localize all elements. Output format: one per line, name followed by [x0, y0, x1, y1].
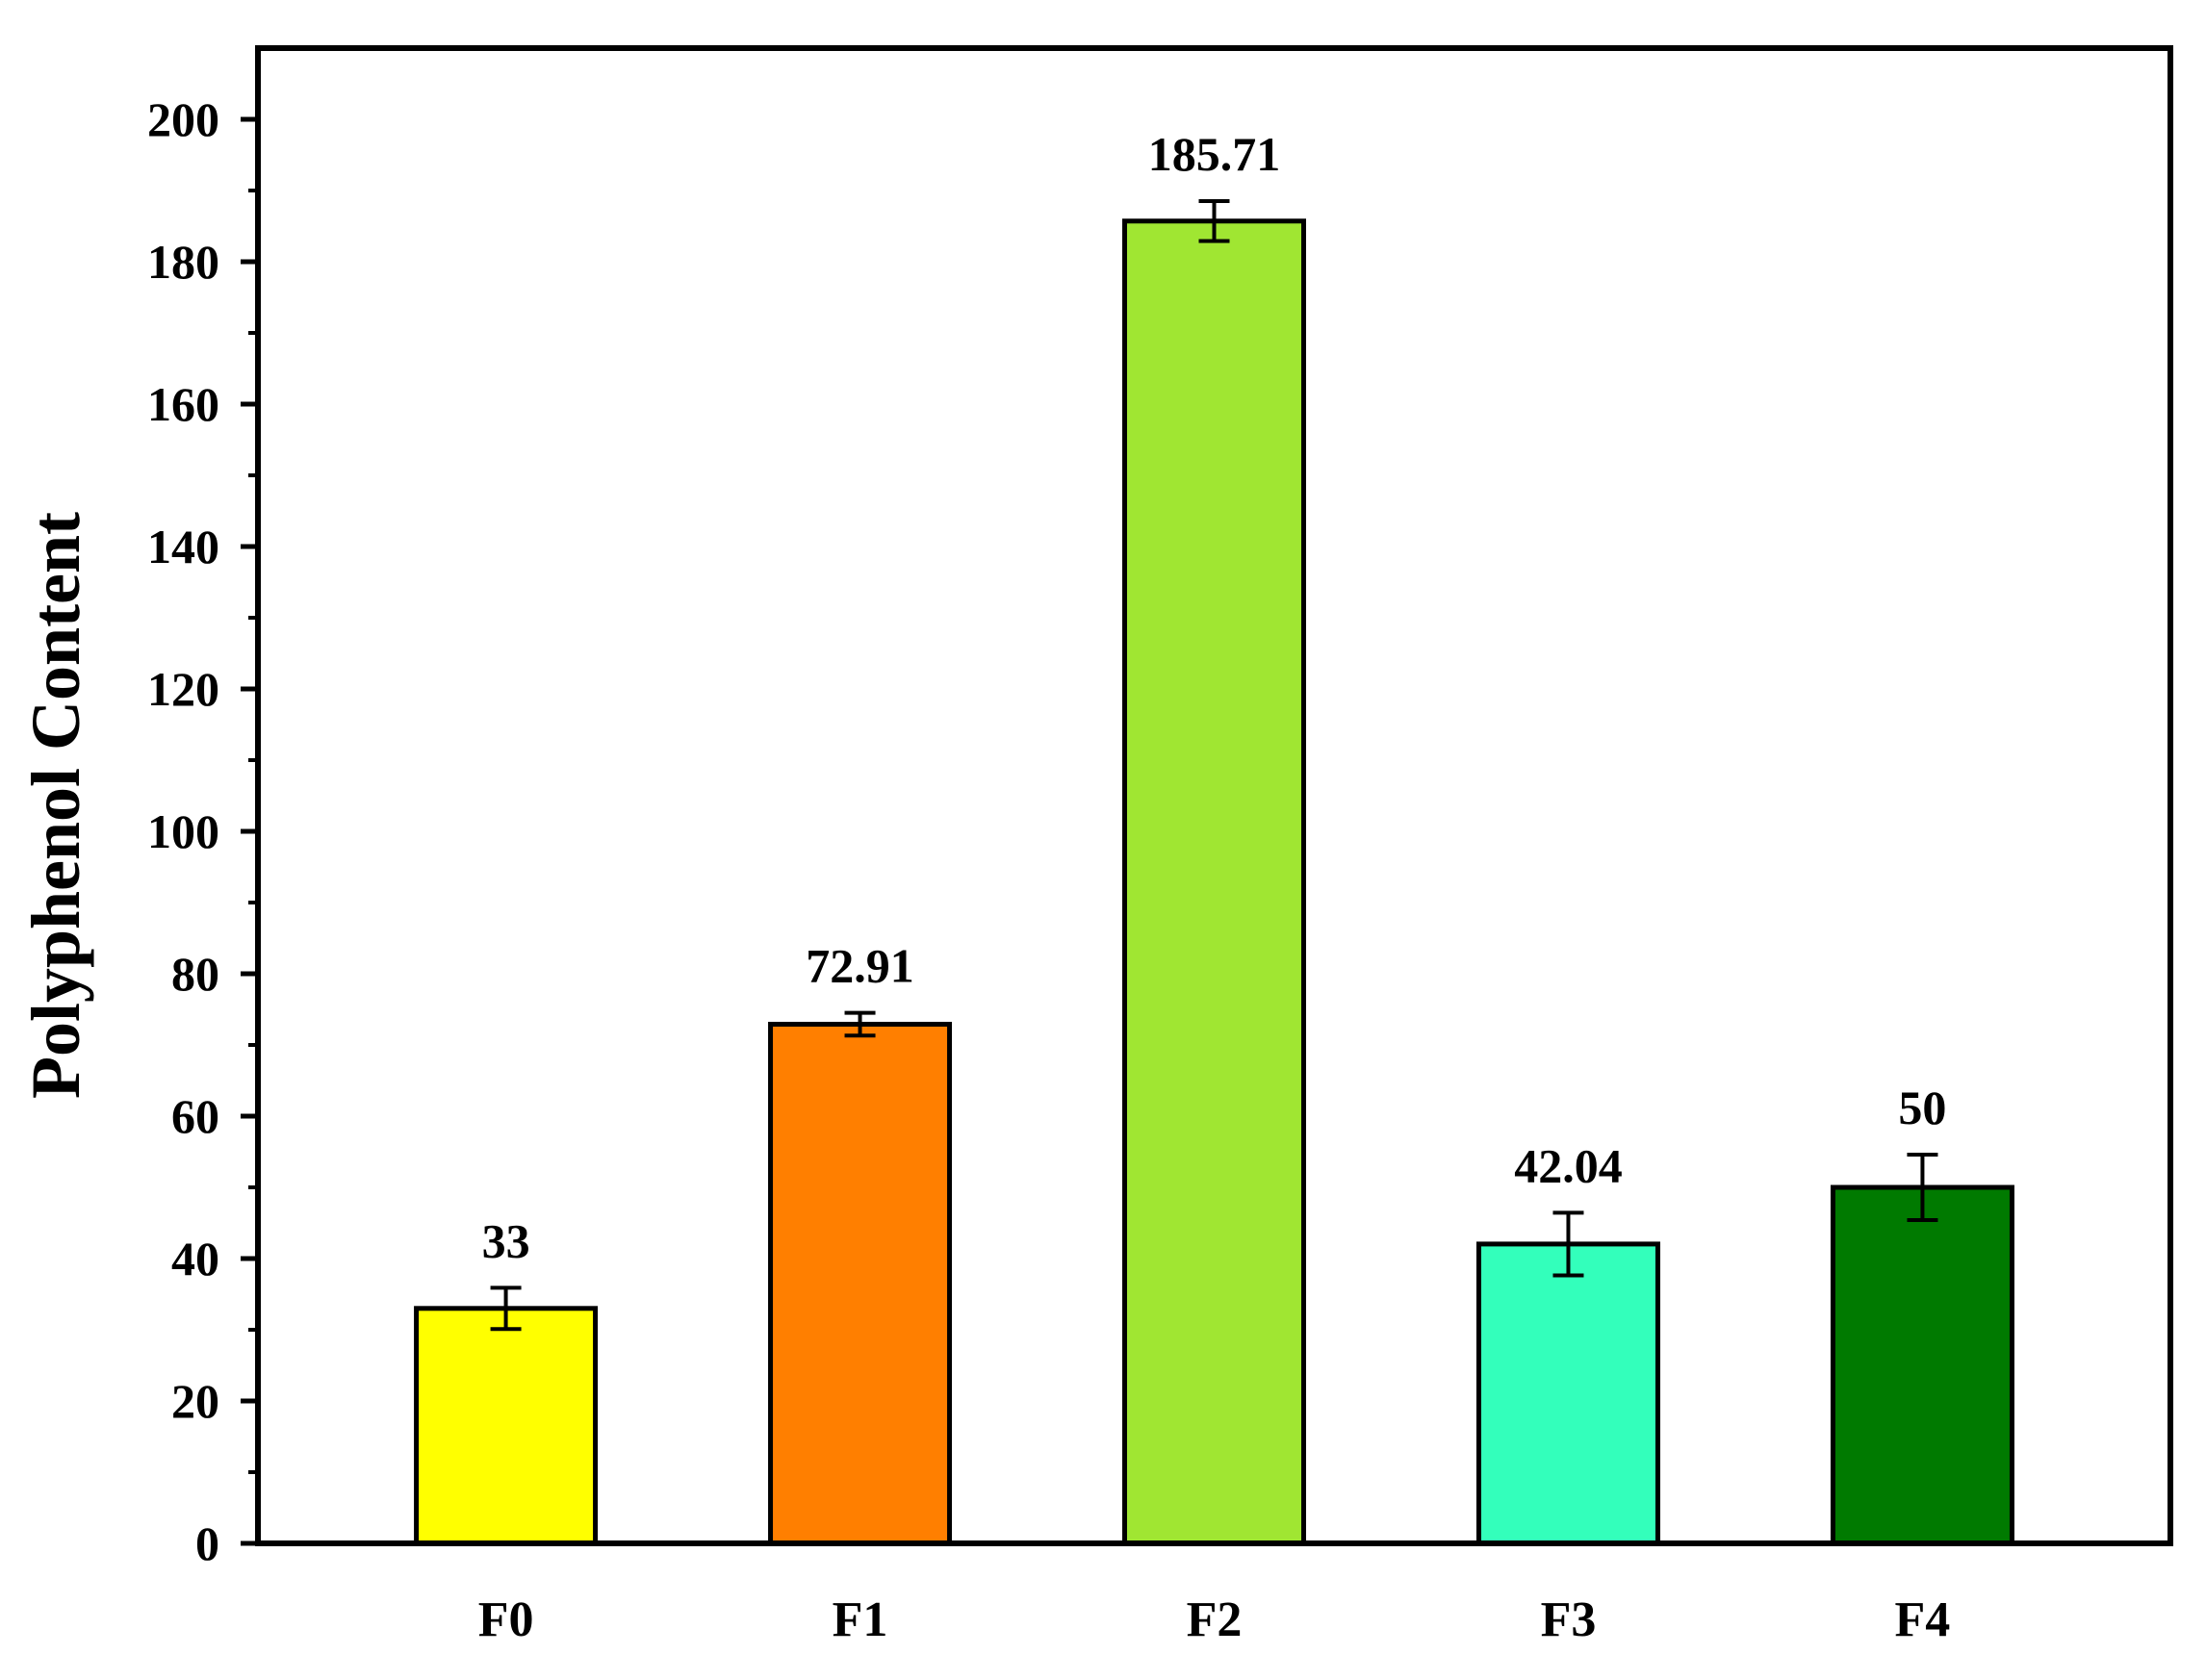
bar-f2 — [1122, 218, 1306, 1546]
x-tick-label-f2: F2 — [1187, 1592, 1243, 1647]
value-labels-layer: 33 72.91 185.71 42.04 50 — [482, 127, 1947, 1267]
y-tick-label: 200 — [147, 92, 219, 146]
bar-f1 — [768, 1021, 953, 1546]
error-bar-f0 — [490, 1285, 522, 1332]
y-axis: 0 20 40 60 80 100 120 140 160 180 200 — [147, 92, 258, 1570]
error-bar-f4 — [1907, 1152, 1938, 1223]
y-tick-label: 160 — [147, 377, 219, 431]
y-axis-title: Polyphenol Content — [17, 512, 94, 1099]
y-tick-label: 20 — [171, 1374, 219, 1428]
plot-frame — [255, 45, 2173, 1546]
y-tick-label: 0 — [195, 1516, 219, 1570]
value-label-f3: 42.04 — [1514, 1138, 1623, 1192]
y-tick-label: 100 — [147, 804, 219, 858]
x-tick-label-f3: F3 — [1541, 1592, 1597, 1647]
y-tick-label: 180 — [147, 235, 219, 289]
bar-f3 — [1475, 1241, 1660, 1546]
y-tick-label: 140 — [147, 520, 219, 573]
y-tick-label: 80 — [171, 947, 219, 1001]
bar-f0 — [414, 1306, 599, 1546]
bars-layer — [414, 218, 2014, 1546]
error-bar-f2 — [1198, 199, 1230, 243]
y-tick-label: 40 — [171, 1232, 219, 1285]
x-tick-label-f4: F4 — [1895, 1592, 1951, 1647]
value-label-f4: 50 — [1898, 1081, 1946, 1134]
x-tick-label-f1: F1 — [833, 1592, 888, 1647]
value-label-f2: 185.71 — [1148, 127, 1281, 181]
error-bar-f3 — [1552, 1210, 1584, 1278]
x-tick-label-f0: F0 — [478, 1592, 534, 1647]
error-bar-f1 — [844, 1010, 876, 1038]
bar-f4 — [1830, 1184, 2014, 1546]
error-bars-layer — [490, 199, 1938, 1332]
value-label-f0: 33 — [482, 1213, 530, 1267]
y-tick-label: 120 — [147, 662, 219, 716]
y-tick-label: 60 — [171, 1089, 219, 1143]
value-label-f1: 72.91 — [806, 939, 914, 993]
x-axis: F0 F1 F2 F3 F4 — [478, 1592, 1951, 1647]
